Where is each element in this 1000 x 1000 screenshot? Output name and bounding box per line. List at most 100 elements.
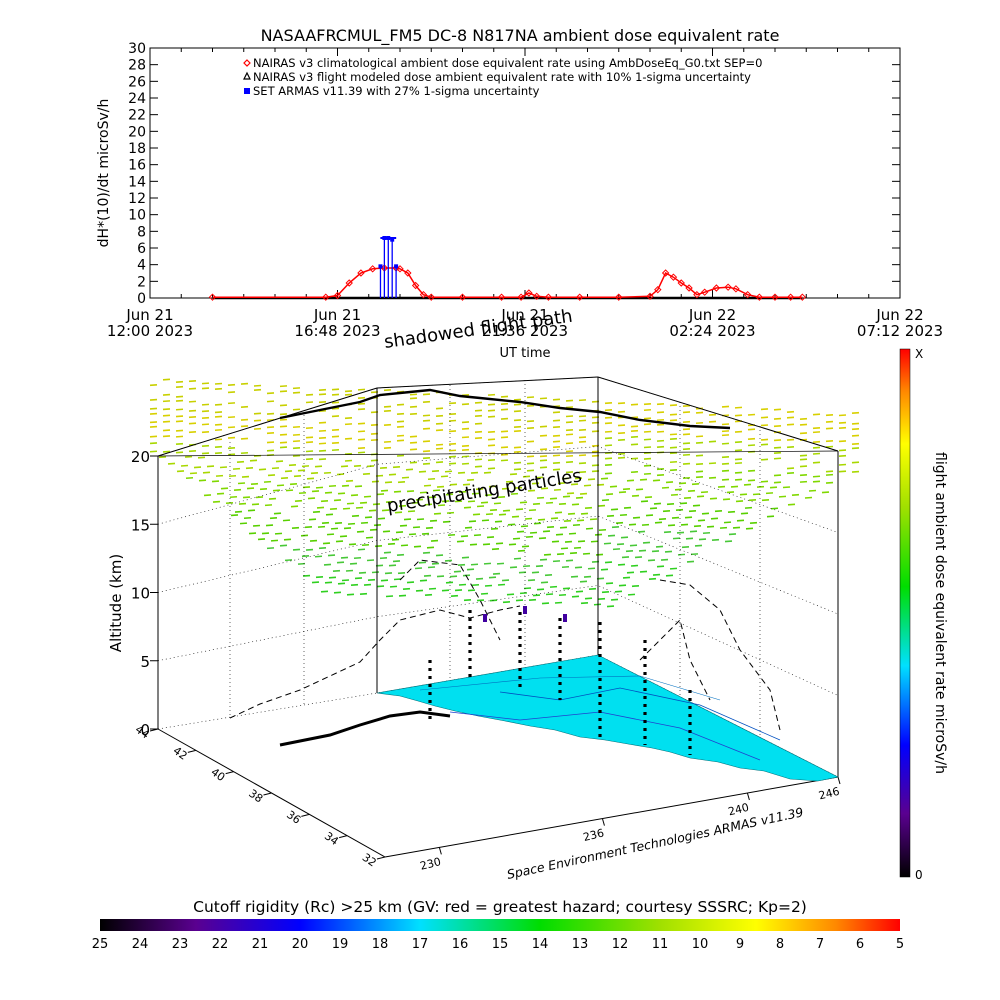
particle-dash [721,478,730,481]
particle-dash [578,428,587,431]
particle-dash [422,427,431,430]
particle-dash [643,472,652,475]
particle-dash [554,511,563,514]
particle-dash [383,440,392,443]
particle-dash [568,532,577,535]
particle-dash [388,564,397,567]
particle-dash [413,545,422,548]
particle-dash [812,446,821,449]
particle-dash [411,501,420,504]
particle-dash [684,516,693,519]
particle-dash [214,382,223,385]
particle-dash [149,384,158,387]
particle-dash [658,518,667,521]
particle-dash [361,543,370,547]
particle-dash [289,483,298,486]
particle-dash [719,526,728,529]
particle-dash [680,523,689,526]
particle-dash [589,518,598,521]
particle-dash [422,457,431,460]
nairas-clim-point [404,269,412,277]
particle-dash [419,491,428,494]
particle-dash [541,602,550,605]
longitude-ticks: 230 236 240 246 [419,776,841,873]
particle-dash [669,413,678,416]
particle-dash [238,502,247,505]
particle-dash [227,416,236,419]
particle-dash [617,402,626,405]
particle-dash [675,508,684,511]
particle-dash [367,578,376,582]
particle-dash [355,506,364,509]
particle-dash [702,531,711,535]
particle-dash [360,521,369,524]
particle-dash [665,574,674,577]
particle-dash [481,519,490,522]
particle-dash [374,544,383,548]
cutoff-tick-label: 9 [736,937,744,952]
nairas-clim-point [419,290,428,299]
particle-dash [773,425,782,428]
particle-dash [321,521,330,525]
particle-dash [571,595,580,598]
particle-dash [448,419,457,422]
particle-dash [604,437,613,440]
particle-dash [692,504,701,507]
particle-dash [214,445,223,448]
particle-dash [679,502,688,505]
particle-dash [324,581,333,584]
particle-dash [350,583,359,587]
particle-dash [630,470,639,474]
altitude-ticks: 0 5 10 15 20 [131,448,158,739]
particle-dash [301,555,310,558]
cutoff-colorbar [100,919,900,931]
particle-dash [233,488,242,491]
particle-dash [516,530,525,533]
particle-dash [511,515,520,518]
particle-dash [305,401,314,404]
particle-dash [604,444,613,447]
particle-dash [748,499,757,502]
particle-dash [331,435,340,438]
particle-dash [524,517,533,520]
particle-dash [682,476,691,480]
particle-dash [514,486,523,489]
particle-dash [643,464,652,467]
particle-dash [269,517,278,520]
particle-dash [838,463,847,466]
particle-dash [739,493,748,496]
particle-dash [435,414,444,418]
particle-dash [162,400,171,403]
particle-dash [565,450,574,453]
particle-dash [267,474,276,477]
nairas-clim-point [755,293,764,301]
y-tick-label: 12 [128,191,146,207]
particle-dash [393,578,402,581]
particle-dash [694,544,703,547]
particle-dash [230,514,239,517]
particle-dash [466,568,475,571]
particle-dash [639,478,648,481]
latitude-tick-mark [187,749,196,753]
particle-dash [253,412,262,415]
particle-dash [714,510,723,513]
x-tick-label-date: Jun 22 [688,306,736,324]
particle-dash [307,497,316,500]
particle-dash [544,574,553,577]
particle-dash [364,516,373,519]
particle-dash [245,467,254,470]
particle-dash [441,589,450,592]
particle-dash [304,526,313,529]
particle-dash [561,477,570,480]
particle-dash [227,447,236,450]
latitude-tick-label: 34 [322,829,341,848]
particle-dash [266,392,275,395]
particle-dash [526,440,535,443]
cutoff-tick-label: 8 [776,937,784,952]
particle-dash [721,462,730,465]
particle-dash [570,483,579,486]
nairas-clim-point [700,288,709,296]
particle-dash [279,385,288,388]
particle-dash [513,461,522,464]
particle-dash [435,407,444,410]
